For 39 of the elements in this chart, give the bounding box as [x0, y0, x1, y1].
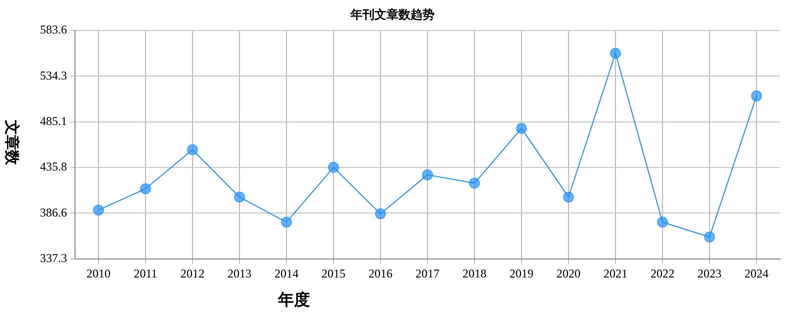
x-tick-label: 2019: [510, 266, 534, 280]
point: [375, 208, 386, 220]
x-tick-label: 2024: [744, 266, 768, 280]
chart-title: 年刊文章数趋势: [350, 7, 434, 22]
point: [563, 192, 574, 203]
point: [93, 204, 104, 216]
y-axis-title: 文章数: [2, 120, 20, 165]
point: [234, 192, 245, 203]
x-tick-label: 2012: [180, 266, 204, 280]
x-tick-label: 2014: [274, 266, 298, 280]
x-tick-label: 2013: [228, 266, 252, 280]
x-tick-label: 2022: [650, 266, 674, 280]
point: [422, 169, 433, 180]
x-tick-label: 2011: [134, 266, 158, 280]
x-tick-label: 2018: [462, 266, 486, 280]
point: [704, 232, 715, 243]
point: [140, 183, 151, 194]
x-tick-label: 2016: [368, 266, 392, 280]
x-tick-label: 2023: [698, 266, 722, 280]
x-tick-label: 2017: [416, 266, 440, 280]
point: [187, 144, 198, 156]
y-tick-label: 485.1: [40, 114, 67, 128]
x-tick-label: 2020: [556, 266, 580, 280]
point: [610, 48, 621, 59]
x-tick-label: 2021: [604, 266, 628, 280]
y-tick-label: 534.3: [40, 68, 67, 82]
x-axis-title: 年度: [278, 290, 310, 311]
x-tick-label: 2010: [86, 266, 110, 280]
point: [751, 90, 762, 102]
point: [281, 216, 292, 228]
y-tick-label: 435.8: [40, 160, 67, 174]
y-tick-label: 386.6: [40, 205, 67, 220]
y-tick-label: 583.6: [40, 22, 67, 37]
point: [328, 162, 339, 173]
point: [516, 122, 527, 134]
x-tick-label: 2015: [322, 266, 346, 280]
y-tick-label: 337.3: [40, 251, 67, 266]
point: [469, 178, 480, 189]
point: [657, 216, 668, 228]
